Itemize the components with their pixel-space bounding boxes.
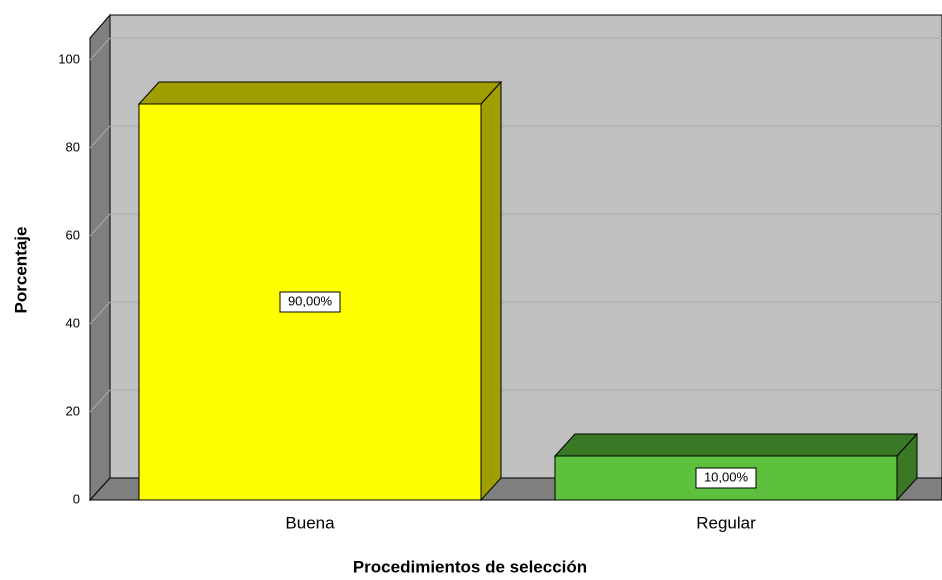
y-axis-label: Porcentaje (11, 227, 30, 314)
y-tick-label: 40 (66, 315, 80, 330)
grid-line (89, 389, 111, 413)
value-label-box (279, 291, 341, 313)
bar-top (553, 433, 919, 457)
value-label: 90,00% (288, 293, 333, 308)
bar-side (480, 80, 502, 502)
grid-line (89, 301, 111, 325)
y-tick-label: 80 (66, 139, 80, 154)
value-label: 10,00% (704, 469, 749, 484)
side-wall (89, 13, 111, 502)
grid-line (89, 37, 111, 61)
x-axis-label: Procedimientos de selección (353, 557, 587, 576)
y-tick-label: 20 (66, 403, 80, 418)
y-tick-label: 0 (73, 491, 80, 506)
bar-top (137, 81, 503, 105)
y-tick-label: 60 (66, 227, 80, 242)
grid-line (89, 125, 111, 149)
y-tick-label: 100 (58, 51, 80, 66)
x-tick-label: Buena (285, 513, 335, 532)
x-tick-label: Regular (696, 513, 756, 532)
grid-line (89, 213, 111, 237)
value-label-box (695, 467, 757, 489)
